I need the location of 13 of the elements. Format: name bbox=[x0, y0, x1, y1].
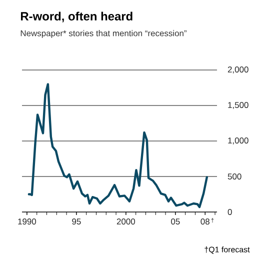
y-tick-label: 2,000 bbox=[228, 66, 248, 74]
x-tick-label: 05 bbox=[171, 218, 180, 225]
line-series bbox=[28, 83, 208, 208]
y-tick-label: 500 bbox=[228, 174, 242, 180]
y-tick-label: 1,000 bbox=[228, 138, 248, 144]
y-tick-label: 1,500 bbox=[228, 102, 248, 109]
x-tick-label: 95 bbox=[72, 218, 81, 225]
chart-title: R-word, often heard bbox=[20, 12, 132, 22]
chart-subtitle: Newspaper* stories that mention “recession” bbox=[20, 30, 186, 38]
x-tick-label: 2000 bbox=[116, 218, 136, 225]
y-tick-label: 0 bbox=[228, 209, 232, 215]
x-tick-label: 08 bbox=[200, 218, 210, 225]
x-tick-label: 1990 bbox=[18, 218, 36, 225]
